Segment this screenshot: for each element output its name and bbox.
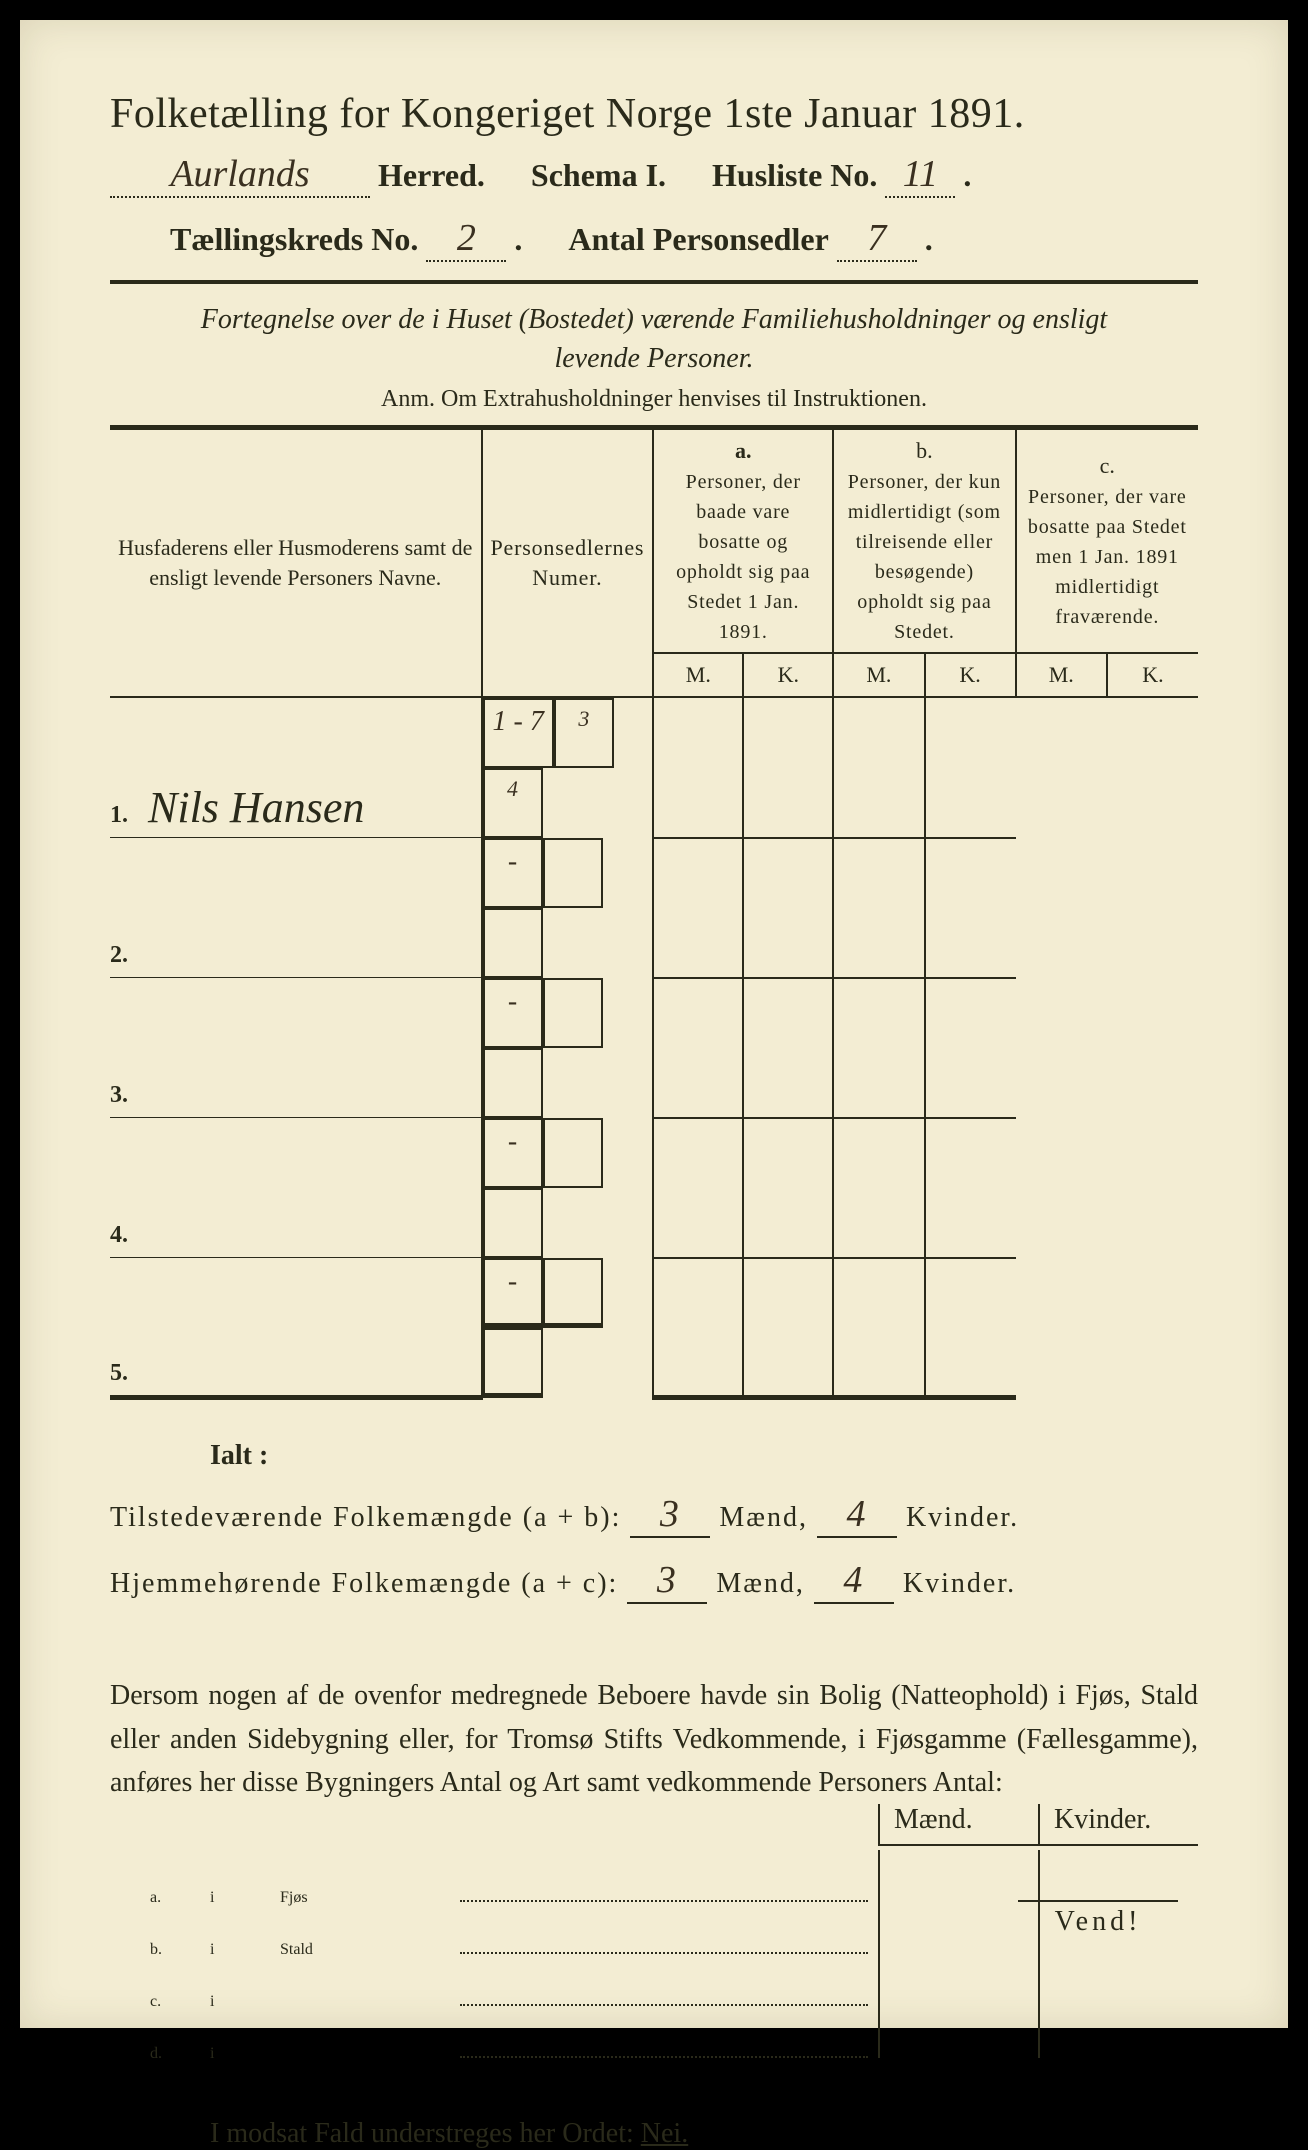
mk-bK: K.	[925, 653, 1016, 697]
totals-1-label: Tilstedeværende Folkemængde (a + b):	[110, 1502, 621, 1533]
header-line-3: Tællingskreds No. 2 . Antal Personsedler…	[170, 216, 1198, 262]
maend-label: Mænd,	[719, 1502, 808, 1533]
col-a: a. Personer, der baade vare bosatte og o…	[653, 428, 833, 653]
personsedler-value: 7	[837, 216, 917, 262]
mk-cM: M.	[1016, 653, 1107, 697]
col-c: c. Personer, der vare bosatte paa Stedet…	[1016, 428, 1198, 653]
table-row: 5.-	[110, 1258, 1198, 1398]
ialt-label: Ialt :	[210, 1440, 1198, 1472]
outbuilding-rows: a.iFjøsb.iStaldc.id.i	[110, 1850, 1198, 2058]
col-b-text: Personer, der kun midlertidigt (som tilr…	[848, 471, 1001, 643]
table-row: 2.-	[110, 838, 1198, 978]
col-b-hdr: b.	[916, 438, 933, 463]
mk-aK: K.	[743, 653, 833, 697]
vend-label: Vend!	[1018, 1900, 1178, 1938]
outbuilding-row: d.i	[110, 2006, 1198, 2058]
col-b: b. Personer, der kun midlertidigt (som t…	[833, 428, 1015, 653]
kvinder-label-2: Kvinder.	[903, 1568, 1016, 1599]
totals-2-label: Hjemmehørende Folkemængde (a + c):	[110, 1568, 618, 1599]
totals-1-m: 3	[630, 1492, 710, 1538]
kreds-value: 2	[426, 216, 506, 262]
col-numer: Personsedlernes Numer.	[482, 428, 654, 697]
col-names: Husfaderens eller Husmoderens samt de en…	[110, 428, 482, 697]
outbuild-hdr-k: Kvinder.	[1038, 1804, 1198, 1846]
col-a-text: Personer, der baade vare bosatte og opho…	[676, 471, 810, 643]
totals-2-k: 4	[814, 1558, 894, 1604]
col-a-hdr: a.	[735, 438, 752, 463]
table-header-row-1: Husfaderens eller Husmoderens samt de en…	[110, 428, 1198, 653]
totals-line-2: Hjemmehørende Folkemængde (a + c): 3 Mæn…	[110, 1558, 1198, 1604]
maend-label-2: Mænd,	[716, 1568, 805, 1599]
dersom-paragraph: Dersom nogen af de ovenfor medregnede Be…	[110, 1674, 1198, 1804]
nei-line: I modsat Fald understreges her Ordet: Ne…	[210, 2118, 1198, 2150]
page-title: Folketælling for Kongeriget Norge 1ste J…	[110, 90, 1198, 138]
outbuilding-row: c.i	[110, 1954, 1198, 2006]
husliste-value: 11	[885, 152, 955, 198]
husliste-label: Husliste No.	[712, 157, 877, 194]
schema-label: Schema I.	[531, 157, 666, 194]
personsedler-label: Antal Personsedler	[568, 221, 828, 258]
totals-2-m: 3	[627, 1558, 707, 1604]
mk-cK: K.	[1107, 653, 1198, 697]
nei-word: Nei.	[641, 2118, 688, 2149]
document-page: Folketælling for Kongeriget Norge 1ste J…	[20, 20, 1288, 2028]
subtitle-1: Fortegnelse over de i Huset (Bostedet) v…	[201, 304, 1107, 335]
herred-label: Herred.	[378, 157, 485, 194]
totals-line-1: Tilstedeværende Folkemængde (a + b): 3 M…	[110, 1492, 1198, 1538]
divider	[110, 280, 1198, 284]
table-row: 1.Nils Hansen1 - 734	[110, 697, 1198, 838]
mk-aM: M.	[653, 653, 743, 697]
kvinder-label: Kvinder.	[906, 1502, 1019, 1533]
subtitle-2: levende Personer.	[554, 343, 753, 374]
table-row: 3.-	[110, 978, 1198, 1118]
kreds-label: Tællingskreds No.	[170, 221, 418, 258]
anm-note: Anm. Om Extrahusholdninger henvises til …	[110, 386, 1198, 413]
col-c-text: Personer, der vare bosatte paa Stedet me…	[1028, 486, 1187, 628]
table-row: 4.-	[110, 1118, 1198, 1258]
outbuilding-header: Mænd. Kvinder.	[110, 1804, 1198, 1846]
nei-text: I modsat Fald understreges her Ordet:	[210, 2118, 641, 2149]
mk-bM: M.	[833, 653, 924, 697]
subtitle: Fortegnelse over de i Huset (Bostedet) v…	[110, 300, 1198, 378]
outbuilding-row: a.iFjøs	[110, 1850, 1198, 1902]
col-c-hdr: c.	[1100, 453, 1115, 478]
header-line-2: Aurlands Herred. Schema I. Husliste No. …	[110, 152, 1198, 198]
outbuild-hdr-m: Mænd.	[878, 1804, 1038, 1846]
main-table: Husfaderens eller Husmoderens samt de en…	[110, 425, 1198, 1400]
totals-1-k: 4	[817, 1492, 897, 1538]
herred-value: Aurlands	[110, 152, 370, 198]
